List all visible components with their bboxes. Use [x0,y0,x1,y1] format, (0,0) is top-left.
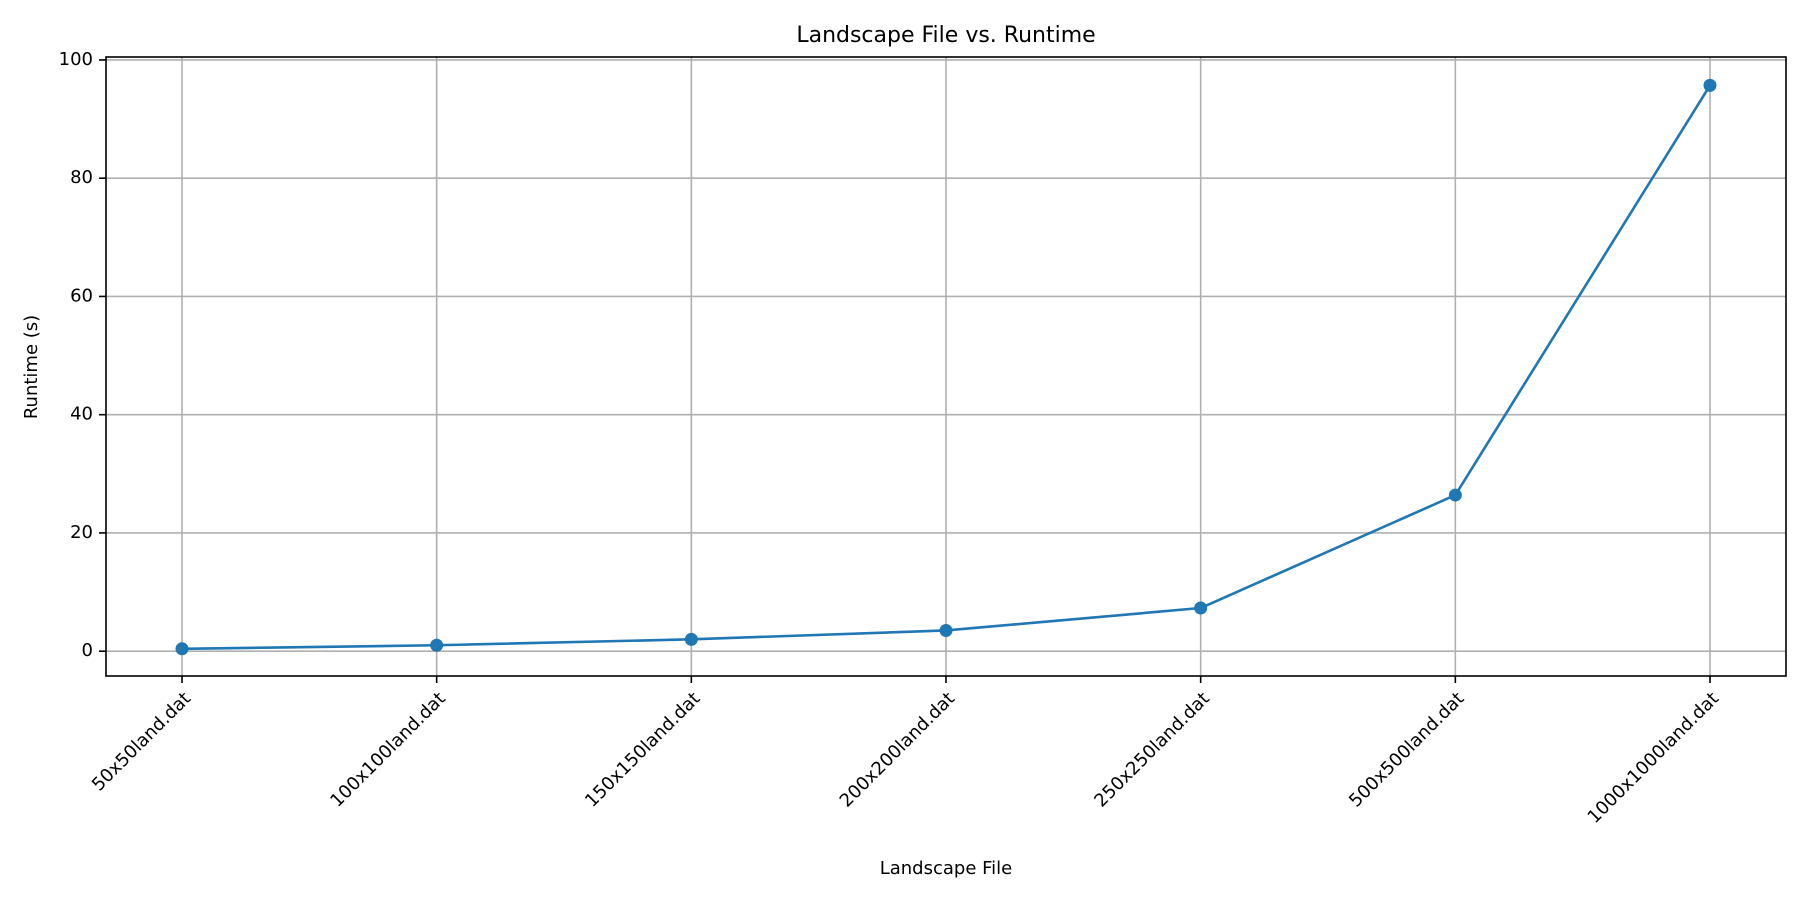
data-point [939,623,953,637]
data-point [430,638,444,652]
data-points [175,78,1717,656]
y-tick-label: 100 [59,49,93,70]
y-tick-label: 20 [70,522,93,543]
data-point [1703,78,1717,92]
y-tick-label: 0 [82,640,93,661]
data-point [684,632,698,646]
chart-title: Landscape File vs. Runtime [796,23,1095,48]
y-tick-label: 60 [70,285,93,306]
y-tick-label: 40 [70,404,93,425]
tick-marks [99,59,1711,683]
y-tick-label: 80 [70,167,93,188]
data-point [1448,488,1462,502]
x-axis-label: Landscape File [880,858,1013,879]
y-tick-labels: 0 20 40 60 80 100 [59,49,93,661]
y-axis-label: Runtime (s) [21,315,42,419]
data-point [175,642,189,656]
data-point [1194,601,1208,615]
